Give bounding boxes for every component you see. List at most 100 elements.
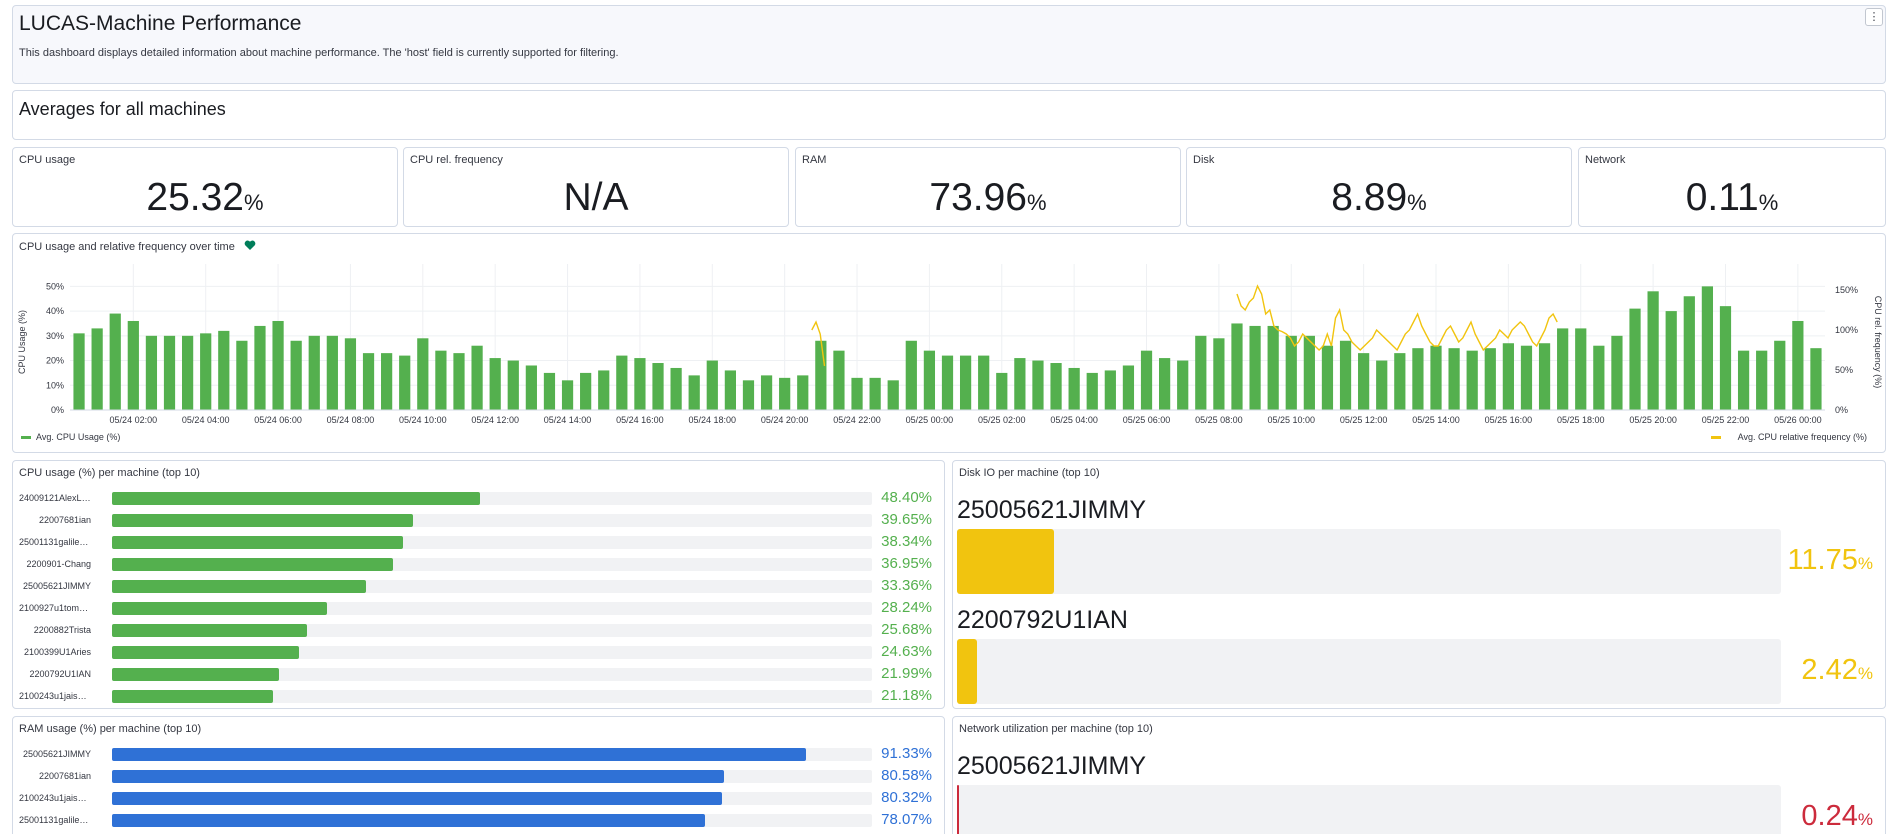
cpu-usage-bar[interactable] [344, 338, 357, 410]
cpu-usage-bar[interactable] [507, 360, 519, 410]
usage-bar[interactable] [112, 646, 300, 659]
cpu-usage-bar[interactable] [127, 320, 139, 410]
usage-bar[interactable] [112, 690, 273, 703]
cpu-usage-bar[interactable] [1629, 308, 1641, 410]
cpu-usage-bar[interactable] [923, 350, 936, 410]
cpu-usage-bar[interactable] [362, 353, 375, 410]
cpu-usage-bar[interactable] [1195, 335, 1207, 410]
cpu-usage-bar[interactable] [453, 353, 465, 410]
cpu-usage-bar[interactable] [73, 333, 85, 410]
cpu-usage-bar[interactable] [1285, 335, 1297, 410]
cpu-usage-bar[interactable] [760, 375, 773, 410]
cpu-usage-bar[interactable] [996, 372, 1008, 410]
cpu-usage-bar[interactable] [1810, 348, 1822, 410]
cpu-usage-bar[interactable] [1014, 358, 1026, 410]
cpu-usage-bar[interactable] [959, 355, 972, 410]
cpu-usage-bar[interactable] [634, 358, 646, 410]
cpu-usage-bar[interactable] [797, 375, 809, 410]
usage-bar[interactable] [957, 785, 959, 834]
cpu-usage-bar[interactable] [598, 370, 610, 410]
cpu-usage-bar[interactable] [181, 335, 194, 410]
cpu-usage-bar[interactable] [525, 365, 537, 410]
usage-bar[interactable] [112, 492, 480, 505]
cpu-usage-bar[interactable] [1557, 328, 1569, 410]
cpu-timeline-chart[interactable]: 0% 10% 20% 30% 40% 50% 0% 50% 100% 150% 05/24 02:0… [13, 234, 1887, 454]
cpu-usage-bar[interactable] [1502, 343, 1514, 410]
cpu-usage-bar[interactable] [163, 335, 176, 410]
cpu-usage-bar[interactable] [543, 372, 556, 410]
cpu-usage-bar[interactable] [652, 363, 664, 410]
cpu-usage-bar[interactable] [1159, 358, 1171, 410]
cpu-usage-bar[interactable] [580, 372, 592, 410]
cpu-usage-bar[interactable] [1430, 345, 1442, 410]
cpu-usage-bar[interactable] [561, 380, 574, 410]
cpu-usage-bar[interactable] [1466, 350, 1478, 410]
cpu-usage-bar[interactable] [1267, 325, 1279, 410]
cpu-usage-bar[interactable] [688, 375, 700, 410]
cpu-usage-bar[interactable] [1358, 353, 1370, 410]
cpu-usage-bar[interactable] [1321, 345, 1334, 410]
usage-bar[interactable] [112, 580, 366, 593]
legend-cpu-usage[interactable]: Avg. CPU Usage (%) [36, 432, 120, 442]
cpu-usage-bar[interactable] [1249, 325, 1261, 410]
cpu-frequency-line[interactable] [811, 320, 826, 367]
cpu-usage-bar[interactable] [145, 335, 158, 410]
cpu-usage-bar[interactable] [724, 370, 736, 410]
cpu-usage-bar[interactable] [616, 355, 628, 410]
cpu-usage-bar[interactable] [417, 338, 429, 410]
cpu-usage-bar[interactable] [1068, 367, 1080, 410]
usage-bar[interactable] [112, 770, 725, 783]
cpu-usage-bar[interactable] [1339, 340, 1352, 410]
cpu-usage-bar[interactable] [815, 340, 827, 410]
cpu-usage-bar[interactable] [1538, 343, 1551, 410]
usage-bar[interactable] [112, 536, 404, 549]
cpu-usage-bar[interactable] [1683, 296, 1695, 410]
cpu-frequency-line[interactable] [1236, 284, 1558, 352]
usage-bar[interactable] [112, 792, 723, 805]
cpu-usage-bar[interactable] [471, 345, 483, 410]
cpu-usage-bar[interactable] [1756, 350, 1768, 410]
cpu-usage-bar[interactable] [1177, 360, 1189, 410]
legend-cpu-frequency[interactable]: Avg. CPU relative frequency (%) [1738, 432, 1867, 442]
usage-bar[interactable] [112, 602, 327, 615]
cpu-usage-bar[interactable] [1303, 335, 1315, 410]
cpu-usage-bar[interactable] [978, 355, 990, 410]
cpu-usage-bar[interactable] [272, 320, 284, 410]
cpu-usage-bar[interactable] [1032, 360, 1044, 410]
cpu-usage-bar[interactable] [236, 340, 248, 410]
cpu-usage-bar[interactable] [1376, 360, 1388, 410]
cpu-usage-bar[interactable] [326, 335, 338, 410]
cpu-usage-bar[interactable] [1086, 372, 1098, 410]
cpu-usage-bar[interactable] [1719, 306, 1732, 410]
cpu-usage-bar[interactable] [1611, 335, 1623, 410]
cpu-usage-bar[interactable] [1484, 348, 1496, 410]
cpu-usage-bar[interactable] [254, 325, 266, 410]
cpu-usage-bar[interactable] [742, 380, 755, 410]
cpu-usage-bar[interactable] [670, 367, 682, 410]
cpu-usage-bar[interactable] [1647, 291, 1659, 410]
cpu-usage-bar[interactable] [1575, 328, 1587, 410]
usage-bar[interactable] [957, 529, 1054, 594]
cpu-usage-bar[interactable] [1737, 350, 1750, 410]
cpu-usage-bar[interactable] [1231, 323, 1243, 410]
cpu-usage-bar[interactable] [779, 377, 791, 410]
cpu-usage-bar[interactable] [381, 353, 393, 410]
usage-bar[interactable] [112, 668, 280, 681]
usage-bar[interactable] [112, 748, 807, 761]
cpu-usage-bar[interactable] [1412, 348, 1424, 410]
cpu-usage-bar[interactable] [905, 340, 917, 410]
cpu-usage-bar[interactable] [1593, 345, 1605, 410]
cpu-usage-bar[interactable] [833, 350, 845, 410]
cpu-usage-bar[interactable] [1792, 320, 1804, 410]
cpu-usage-bar[interactable] [1701, 286, 1714, 410]
cpu-usage-bar[interactable] [290, 340, 302, 410]
cpu-usage-bar[interactable] [1122, 365, 1135, 410]
usage-bar[interactable] [112, 814, 706, 827]
usage-bar[interactable] [112, 624, 308, 637]
cpu-usage-bar[interactable] [1520, 345, 1533, 410]
cpu-usage-bar[interactable] [489, 358, 501, 410]
cpu-usage-bar[interactable] [1448, 348, 1460, 410]
cpu-usage-bar[interactable] [218, 330, 230, 410]
cpu-usage-bar[interactable] [1050, 363, 1062, 410]
cpu-usage-bar[interactable] [869, 377, 881, 410]
